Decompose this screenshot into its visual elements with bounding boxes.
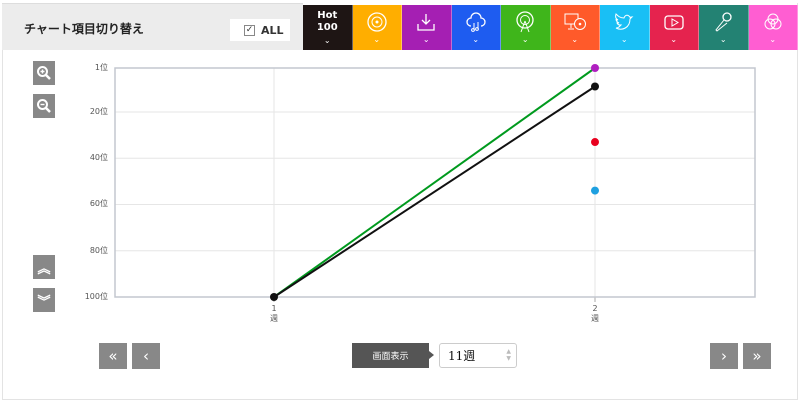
y-tick-label: 80位 bbox=[89, 245, 108, 255]
category-tab-twitter[interactable]: ⌄ bbox=[600, 5, 650, 50]
chevron-down-icon: ⌄ bbox=[422, 35, 430, 44]
scroll-down-button[interactable]: ︾ bbox=[33, 288, 55, 312]
category-tab-pc-lookup[interactable]: ⌄ bbox=[550, 5, 600, 50]
venn-icon bbox=[764, 13, 782, 30]
play-icon bbox=[664, 15, 684, 30]
category-tab-streaming[interactable]: ⌄ bbox=[451, 5, 501, 50]
category-tab-cd-sales[interactable]: ⌄ bbox=[352, 5, 402, 50]
x-tick-label: 2 bbox=[592, 304, 597, 313]
chevron-down-icon: ⌄ bbox=[571, 35, 579, 44]
y-tick-label: 60位 bbox=[89, 199, 108, 209]
data-point bbox=[591, 138, 599, 147]
double-chevron-right-icon: » bbox=[752, 347, 762, 365]
twitter-bird-icon bbox=[615, 13, 634, 30]
data-point bbox=[591, 82, 599, 91]
chart-switch-bar: チャート項目切り替え ✓ ALL bbox=[2, 3, 303, 50]
data-point bbox=[591, 186, 599, 195]
chevron-down-icon: ⌄ bbox=[472, 35, 480, 44]
data-point bbox=[270, 293, 278, 301]
hot100-label: Hot 100 bbox=[316, 10, 338, 33]
cloud-music-icon bbox=[466, 12, 486, 32]
category-tabs: Hot 100 ⌄ ⌄ ⌄ ⌄ ⌄ ⌄ ⌄ ⌄ ⌄ ⌄ bbox=[303, 5, 798, 50]
chevron-down-icon: ⌄ bbox=[620, 35, 628, 44]
section-title: チャート項目切り替え bbox=[24, 22, 144, 36]
chevron-down-icon: ⌄ bbox=[719, 35, 727, 44]
chevron-down-icon: ⌄ bbox=[670, 35, 678, 44]
data-point bbox=[591, 64, 599, 72]
chevron-left-icon: ‹ bbox=[143, 347, 149, 365]
double-chevron-down-icon: ︾ bbox=[37, 294, 51, 310]
weeks-value: 11週 bbox=[448, 349, 476, 363]
scroll-up-button[interactable]: ︽ bbox=[33, 255, 55, 279]
all-label: ALL bbox=[261, 23, 284, 37]
weeks-select[interactable]: 11週 ▲ ▼ bbox=[439, 343, 517, 368]
chevron-down-icon: ⌄ bbox=[521, 35, 529, 44]
category-tab-download[interactable]: ⌄ bbox=[402, 5, 452, 50]
broadcast-icon bbox=[516, 11, 534, 33]
zoom-in-button[interactable] bbox=[33, 61, 55, 85]
monitor-disc-icon bbox=[564, 13, 586, 30]
x-tick-label: 1 bbox=[271, 304, 276, 313]
y-tick-label: 40位 bbox=[89, 153, 108, 163]
y-tick-label: 100位 bbox=[84, 292, 108, 301]
zoom-out-icon bbox=[37, 99, 51, 113]
prev-page-button[interactable]: ‹ bbox=[132, 343, 160, 369]
spinner-icon[interactable]: ▲ ▼ bbox=[506, 348, 511, 362]
category-tab-hot100[interactable]: Hot 100 ⌄ bbox=[303, 5, 353, 50]
series-line-1 bbox=[273, 85, 596, 298]
chevron-down-icon: ⌄ bbox=[373, 35, 381, 44]
disc-icon bbox=[367, 12, 387, 32]
category-tab-karaoke[interactable]: ⌄ bbox=[699, 5, 749, 50]
last-page-button[interactable]: » bbox=[743, 343, 771, 369]
plot-frame bbox=[114, 67, 756, 298]
next-page-button[interactable]: › bbox=[710, 343, 738, 369]
category-tab-video[interactable]: ⌄ bbox=[649, 5, 699, 50]
chevron-down-icon: ⌄ bbox=[769, 35, 777, 44]
y-tick-label: 1位 bbox=[94, 63, 108, 72]
category-tab-radio[interactable]: ⌄ bbox=[501, 5, 551, 50]
series-line-0 bbox=[273, 67, 596, 298]
download-icon bbox=[417, 14, 435, 31]
chevron-down-icon: ⌄ bbox=[323, 36, 331, 45]
display-label: 画面表示 bbox=[352, 343, 434, 368]
double-chevron-up-icon: ︽ bbox=[37, 261, 51, 277]
all-checkbox[interactable]: ✓ ALL bbox=[230, 19, 290, 41]
checkmark-icon: ✓ bbox=[244, 24, 255, 36]
x-tick-unit: 週 bbox=[591, 314, 599, 323]
category-tab-overlap[interactable]: ⌄ bbox=[748, 5, 798, 50]
y-tick-label: 20位 bbox=[89, 106, 108, 116]
first-page-button[interactable]: « bbox=[99, 343, 127, 369]
zoom-in-icon bbox=[37, 66, 51, 80]
chevron-right-icon: › bbox=[721, 347, 727, 365]
microphone-icon bbox=[715, 12, 732, 32]
zoom-out-button[interactable] bbox=[33, 94, 55, 118]
x-tick-unit: 週 bbox=[270, 314, 278, 323]
double-chevron-left-icon: « bbox=[108, 347, 118, 365]
